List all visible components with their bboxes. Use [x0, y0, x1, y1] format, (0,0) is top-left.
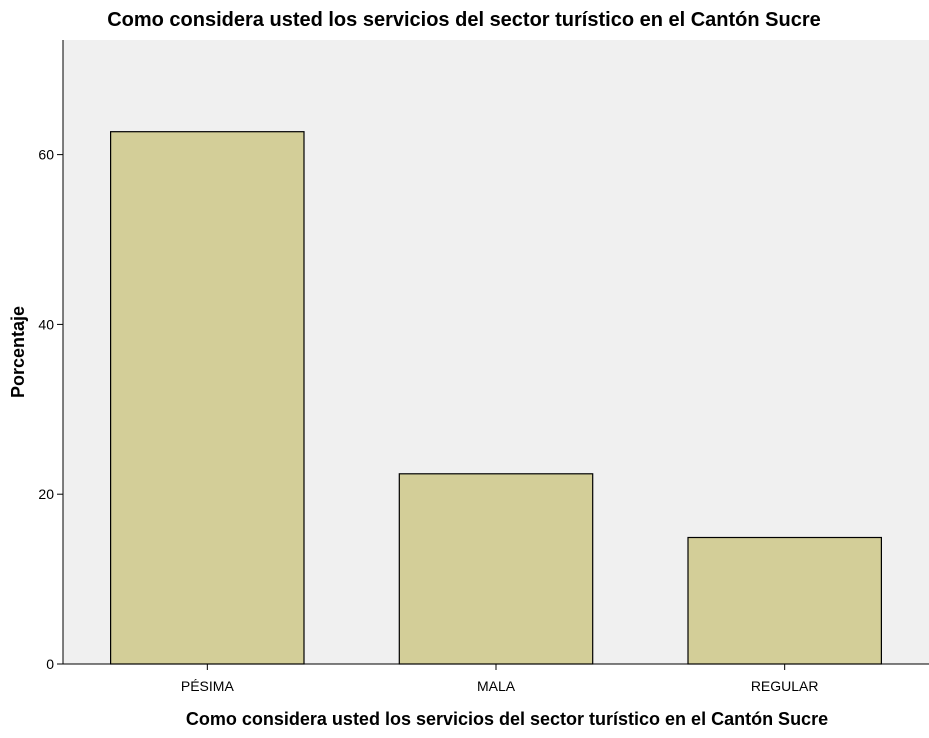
x-category-label: PÉSIMA: [181, 678, 235, 694]
bar-regular: [687, 536, 882, 665]
chart-title: Como considera usted los servicios del s…: [107, 9, 821, 31]
bars: [109, 131, 882, 665]
bar-mala: [398, 473, 594, 665]
x-axis-ticks: PÉSIMA MALA REGULAR: [181, 664, 819, 694]
y-tick-label: 40: [38, 316, 54, 332]
y-axis-ticks: 0 20 40 60: [38, 147, 63, 672]
y-tick-label: 60: [38, 147, 54, 163]
y-tick-label: 20: [38, 486, 54, 502]
x-category-label: MALA: [477, 678, 516, 694]
bar-pésima: [109, 131, 305, 665]
y-tick-label: 0: [46, 656, 54, 672]
x-category-label: REGULAR: [751, 678, 819, 694]
y-axis-title: Porcentaje: [8, 306, 28, 398]
x-axis-title: Como considera usted los servicios del s…: [186, 709, 828, 729]
